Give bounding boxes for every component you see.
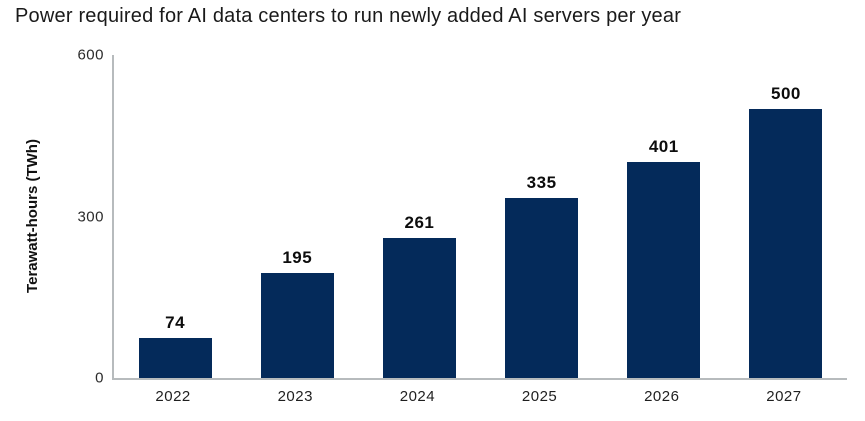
y-tick-label: 300	[77, 208, 104, 225]
bar-value-label: 195	[282, 248, 313, 268]
bar-value-label: 74	[165, 313, 186, 333]
bar-2027	[749, 108, 823, 378]
bar-group-2025: 335	[481, 55, 603, 378]
bar-group-2022: 74	[114, 55, 236, 378]
bar-2025	[505, 197, 579, 378]
bar-value-label: 401	[648, 137, 679, 157]
plot-area: 74 195 261 335 401 500	[112, 55, 847, 380]
x-tick-label-2025: 2025	[521, 388, 558, 405]
x-tick-label-2024: 2024	[399, 388, 436, 405]
chart-title: Power required for AI data centers to ru…	[15, 5, 682, 27]
bar-2023	[260, 273, 334, 378]
y-tick-label: 600	[77, 46, 104, 64]
bar-group-2024: 261	[358, 55, 480, 378]
bar-group-2026: 401	[603, 55, 725, 378]
x-axis-labels: 2022 2023 2024 2025 2026 2027	[112, 388, 845, 405]
x-tick-label-2022: 2022	[155, 388, 191, 405]
y-tick-label: 0	[95, 369, 104, 387]
x-tick-label-2023: 2023	[277, 388, 313, 405]
bar-2022	[138, 338, 212, 378]
y-axis-ticks: 0 300 600	[0, 47, 104, 387]
bar-value-label: 335	[526, 172, 557, 192]
bar-2024	[382, 237, 456, 378]
bar-value-label: 500	[771, 83, 801, 103]
bar-value-label: 261	[404, 212, 435, 232]
x-tick-label-2027: 2027	[766, 388, 802, 405]
x-tick-label-2026: 2026	[644, 388, 680, 405]
bar-group-2023: 195	[236, 55, 358, 378]
bars-container: 74 195 261 335 401 500	[114, 55, 847, 378]
bar-group-2027: 500	[725, 55, 847, 378]
bar-2026	[627, 162, 701, 378]
